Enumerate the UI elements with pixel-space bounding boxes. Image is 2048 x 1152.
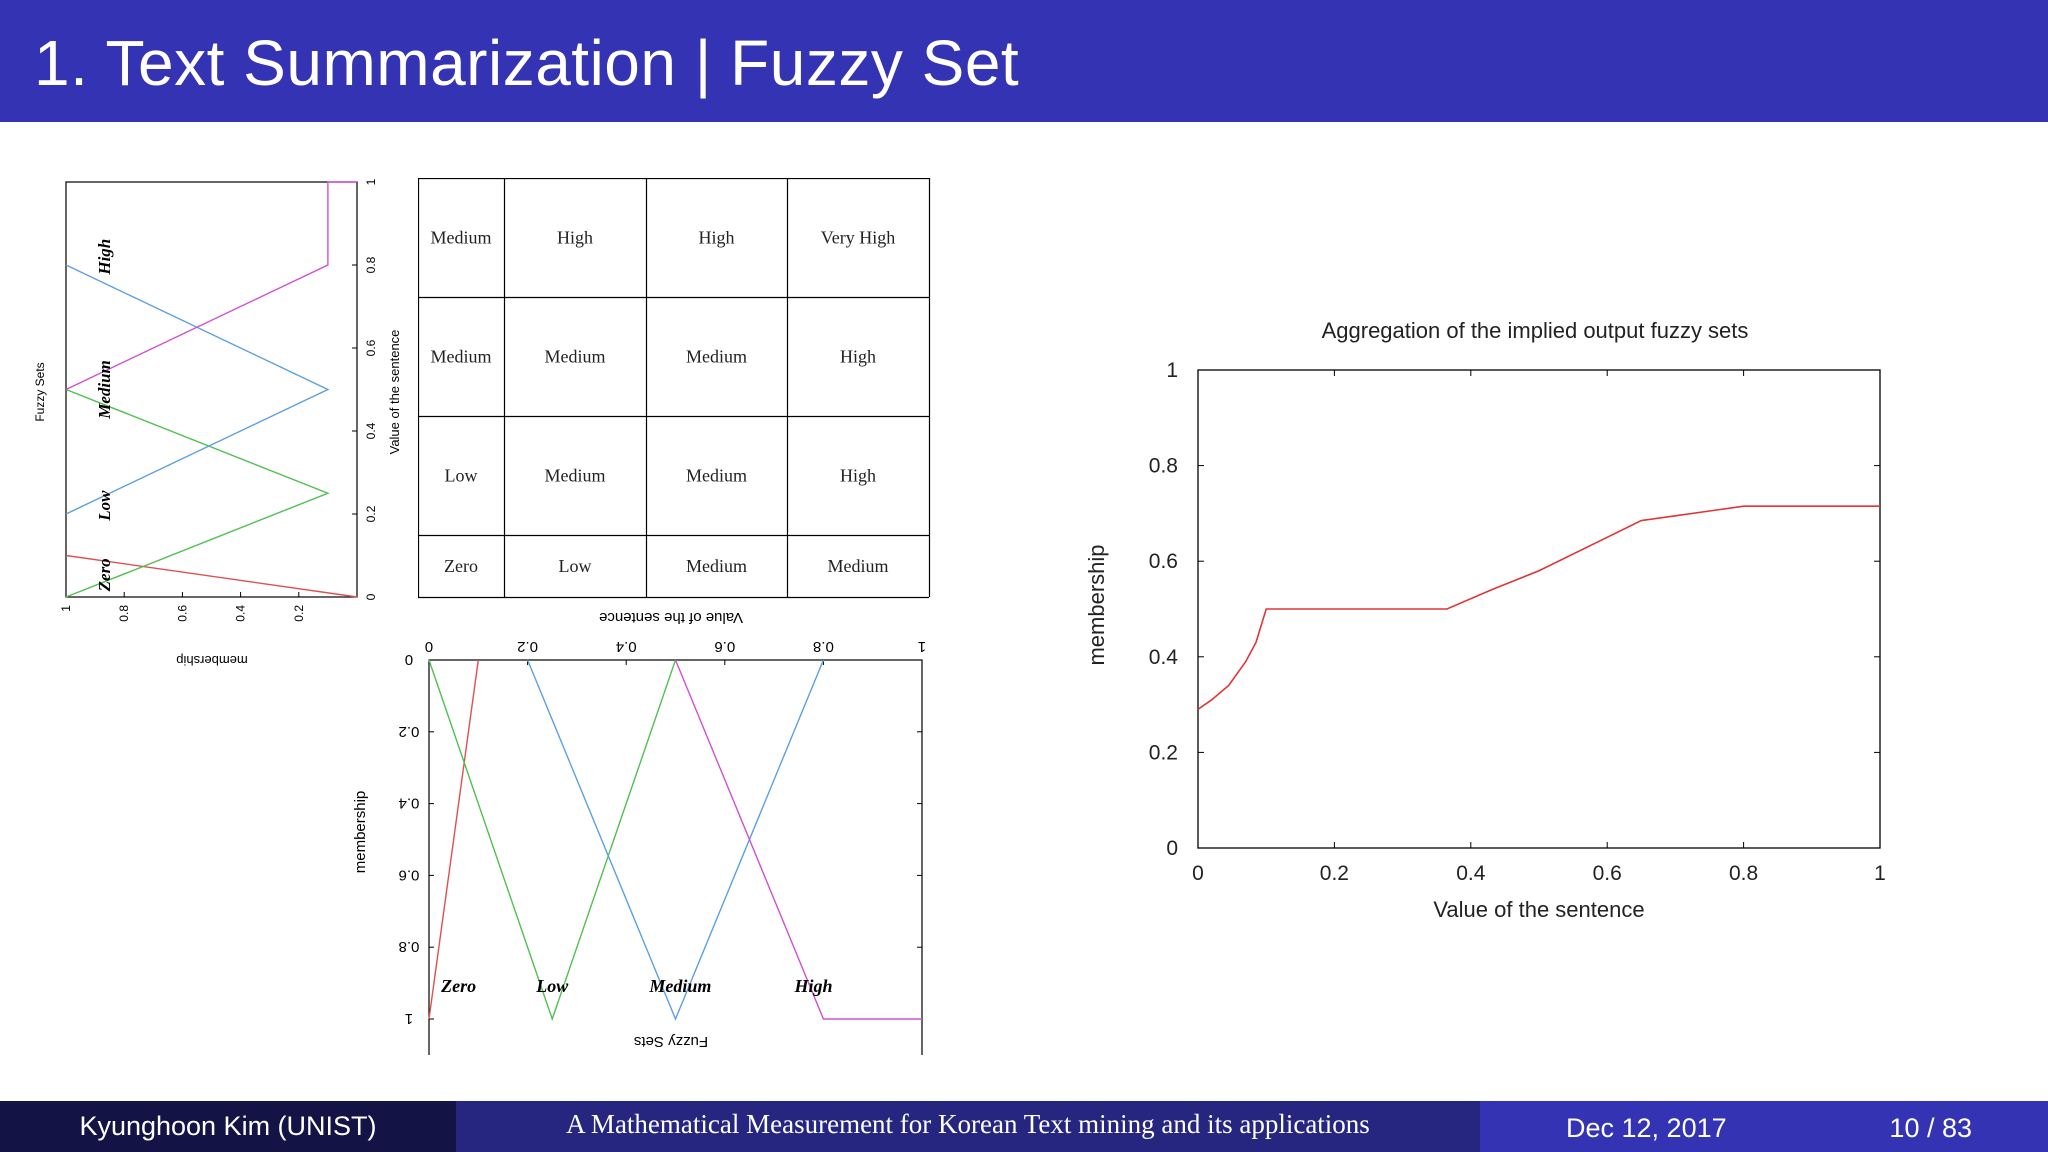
aggregation-chart-frame <box>1197 369 1881 849</box>
table-cell: Medium <box>828 556 889 576</box>
rotated-set-label-high: High <box>95 239 114 276</box>
inverted-series-zero <box>428 659 479 1020</box>
slide-header: 1. Text Summarization | Fuzzy Set <box>0 0 2048 122</box>
rotated-xtick-label: 0.2 <box>292 605 306 622</box>
inverted-ytick-label: 1 <box>405 1010 413 1027</box>
table-cell: Zero <box>444 556 478 576</box>
agg-ytick-label: 0.2 <box>1149 741 1178 764</box>
table-cell: Medium <box>686 556 747 576</box>
agg-ytick-label: 0.4 <box>1149 646 1179 669</box>
table-cell: Medium <box>545 466 606 486</box>
inverted-membership-plot: Value of the sentence 0 0.2 0.4 0.6 0.8 1 0 0.… <box>352 609 926 1055</box>
table-cell: High <box>840 466 876 486</box>
aggregation-chart-xlabel: Value of the sentence <box>1433 897 1644 922</box>
rotated-set-label-low: Low <box>95 490 114 522</box>
inverted-ytick-label: 0.8 <box>399 938 420 955</box>
rotated-xtick-label: 0.8 <box>117 605 131 622</box>
inverted-xtick-label: 0.4 <box>616 638 637 655</box>
agg-ytick-label: 0.8 <box>1149 455 1178 478</box>
rotated-ytick-label: 0.2 <box>364 505 378 522</box>
table-cell: High <box>840 347 876 367</box>
inverted-series-medium <box>526 659 825 1021</box>
table-cell: Medium <box>431 228 492 248</box>
inverted-series-high <box>674 659 922 1020</box>
rotated-plot-value-label: Value of the sentence <box>387 330 400 455</box>
table-cell: Low <box>445 466 478 486</box>
rotated-xtick-label: 0.6 <box>175 605 189 622</box>
table-cell: High <box>699 228 735 248</box>
inverted-series-low <box>428 659 677 1022</box>
inverted-ytick-label: 0.2 <box>399 723 420 740</box>
table-cell: High <box>557 228 593 248</box>
table-cell: Very High <box>821 228 896 248</box>
rotated-ytick-label: 0 <box>364 593 378 600</box>
agg-xtick-label: 1 <box>1874 862 1886 885</box>
agg-xtick-label: 0.4 <box>1456 862 1486 885</box>
inverted-xtick-label: 0.8 <box>813 638 834 655</box>
inverted-set-label-high: High <box>794 976 833 996</box>
inverted-xtick-label: 0 <box>425 638 433 655</box>
agg-ytick-label: 1 <box>1166 359 1178 382</box>
agg-xtick-label: 0.8 <box>1729 862 1758 885</box>
inverted-set-label-medium: Medium <box>648 976 711 996</box>
rotated-ytick-label: 0.8 <box>364 256 378 273</box>
rotated-series-high <box>65 181 357 391</box>
rotated-ytick-label: 0.6 <box>364 339 378 356</box>
table-cell: Medium <box>545 347 606 367</box>
slide-footer: Kyunghoon Kim (UNIST) A Mathematical Mea… <box>0 1101 2048 1152</box>
footer-page-number: 10 / 83 <box>1889 1113 1972 1143</box>
inverted-ytick-label: 0.4 <box>399 795 420 812</box>
rotated-xtick-label: 0.4 <box>234 605 248 622</box>
footer-right: Dec 12, 2017 10 / 83 <box>1480 1101 2048 1152</box>
inverted-plot-value-label: Value of the sentence <box>599 609 743 626</box>
rotated-set-label-zero: Zero <box>95 558 114 592</box>
footer-date: Dec 12, 2017 <box>1566 1113 1727 1143</box>
aggregation-chart-title: Aggregation of the implied output fuzzy … <box>1322 318 1749 343</box>
table-cell: Low <box>559 556 592 576</box>
rotated-set-label-medium: Medium <box>95 360 114 420</box>
rotated-plot-fuzzysets-label: Fuzzy Sets <box>33 362 47 421</box>
rotated-xtick-label: 1 <box>59 605 73 612</box>
agg-ytick-label: 0 <box>1166 837 1178 860</box>
slide-title: 1. Text Summarization | Fuzzy Set <box>34 27 1020 99</box>
rotated-series-zero <box>65 554 358 598</box>
inverted-ytick-label: 0 <box>405 651 413 668</box>
rotated-membership-plot: 1 0.8 0.6 0.4 0.2 0 0.2 0.4 0.6 0.8 1 Zero Low Medi… <box>33 178 400 668</box>
inverted-ytick-label: 0.6 <box>399 866 420 883</box>
agg-xtick-label: 0 <box>1192 862 1204 885</box>
table-cell: Medium <box>686 347 747 367</box>
inverted-xtick-label: 0.6 <box>714 638 735 655</box>
agg-xtick-label: 0.2 <box>1320 862 1349 885</box>
rotated-plot-membership-label: membership <box>176 653 248 668</box>
footer-author: Kyunghoon Kim (UNIST) <box>0 1101 456 1152</box>
inverted-set-label-low: Low <box>535 976 569 996</box>
agg-ytick-label: 0.6 <box>1149 550 1178 573</box>
rotated-series-medium <box>65 264 330 515</box>
aggregation-chart-ylabel: membership <box>1084 544 1109 665</box>
rotated-ytick-label: 0.4 <box>364 422 378 439</box>
table-cell: Medium <box>686 466 747 486</box>
inverted-set-label-zero: Zero <box>440 976 476 996</box>
inverted-plot-membership-label: membership <box>352 791 369 874</box>
inverted-xtick-label: 0.2 <box>517 638 538 655</box>
inverted-plot-fuzzysets-label: Fuzzy Sets <box>634 1033 708 1050</box>
footer-talk-title: A Mathematical Measurement for Korean Te… <box>456 1101 1480 1152</box>
fuzzy-rule-table: Medium High High Very High Medium Medium Mediu… <box>418 178 931 599</box>
rotated-ytick-label: 1 <box>364 178 378 185</box>
rotated-series-low <box>65 388 330 598</box>
inverted-xtick-label: 1 <box>918 638 926 655</box>
agg-xtick-label: 0.6 <box>1593 862 1622 885</box>
table-cell: Medium <box>431 347 492 367</box>
aggregation-chart: Aggregation of the implied output fuzzy … <box>1084 318 1886 922</box>
aggregation-series-line <box>1197 505 1880 711</box>
